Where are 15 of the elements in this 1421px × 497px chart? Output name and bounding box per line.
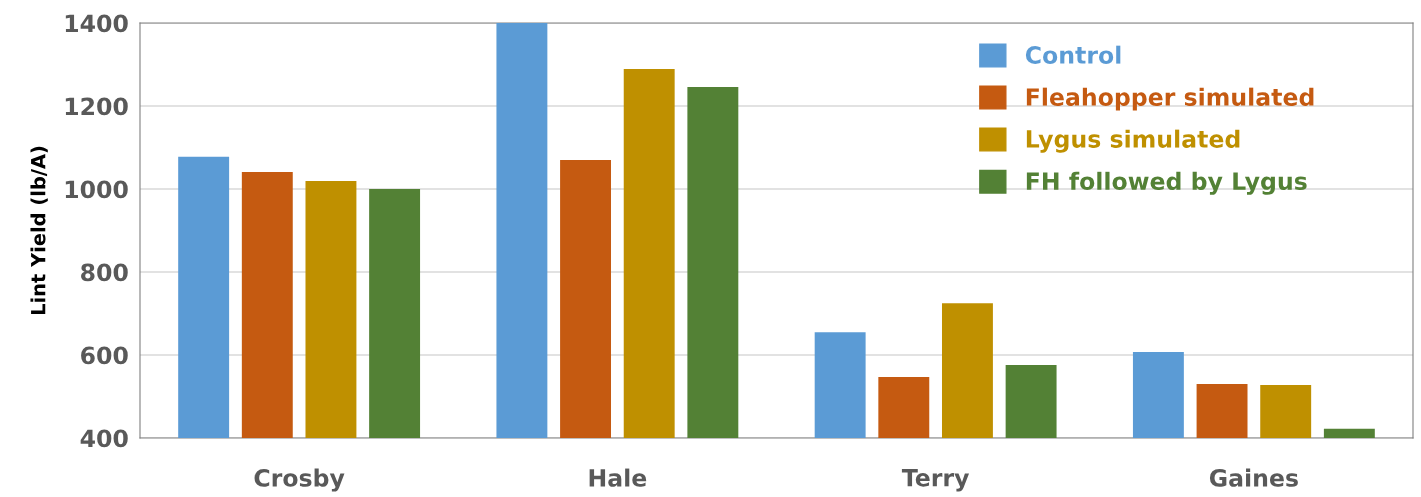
- x-tick-label: Gaines: [1209, 468, 1298, 487]
- y-tick-label: 1200: [65, 97, 128, 116]
- y-tick-label: 400: [80, 429, 128, 448]
- x-tick-label: Crosby: [254, 468, 345, 492]
- y-tick-label: 800: [81, 263, 128, 282]
- y-axis-title: Lint Yield (lb/A): [30, 146, 48, 315]
- y-tick-label: 1000: [65, 180, 128, 199]
- y-tick-label: 600: [81, 346, 128, 365]
- x-tick-label: Terry: [901, 469, 970, 492]
- legend-label: Fleahopper simulated: [1026, 87, 1314, 111]
- x-tick-label: Hale: [589, 468, 647, 487]
- legend-label: Control: [1025, 45, 1121, 64]
- y-tick-label: 1400: [65, 14, 128, 33]
- legend-label: Lygus simulated: [1026, 129, 1240, 153]
- legend-label: FH followed by Lygus: [1026, 171, 1307, 195]
